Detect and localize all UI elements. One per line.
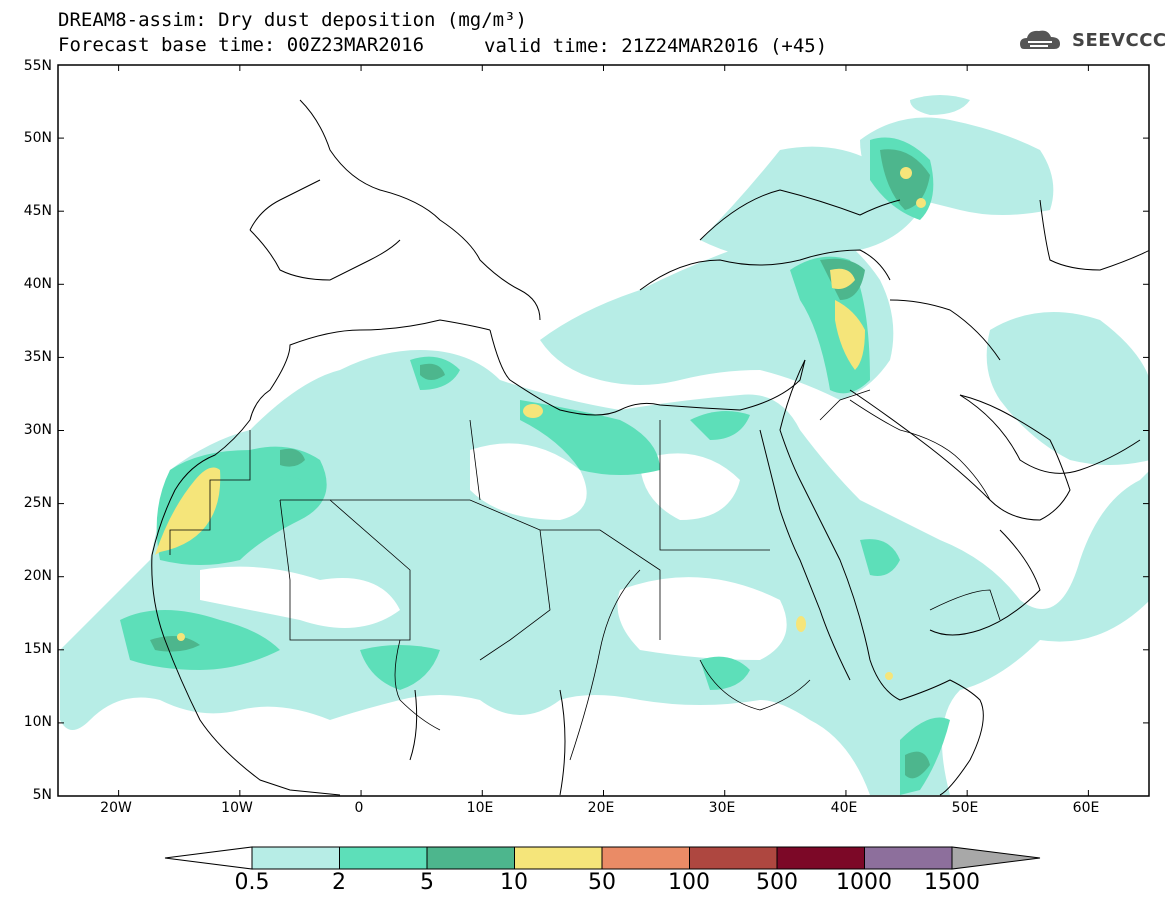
dust-zone-east — [986, 312, 1149, 465]
lon-label-10w: 10W — [221, 800, 253, 816]
lat-label-25n: 25N — [23, 495, 52, 511]
legend-label-5: 5 — [420, 870, 434, 895]
lat-label-15n: 15N — [23, 641, 52, 657]
lat-label-50n: 50N — [23, 130, 52, 146]
legend-label-0-5: 0.5 — [234, 870, 270, 895]
lat-label-30n: 30N — [23, 422, 52, 438]
legend-label-1000: 1000 — [836, 870, 892, 895]
legend-swatch — [689, 846, 778, 870]
legend-label-1500: 1500 — [924, 870, 980, 895]
legend-label-500: 500 — [756, 870, 798, 895]
legend-swatch — [601, 846, 690, 870]
forecast-base-time: Forecast base time: 00Z23MAR2016 — [58, 34, 425, 56]
dust-zone-sahara — [60, 350, 1149, 795]
legend-swatch — [514, 846, 603, 870]
cloud-logo-icon — [1020, 30, 1060, 49]
lon-label-20w: 20W — [100, 800, 132, 816]
map-title: DREAM8-assim: Dry dust deposition (mg/m³… — [58, 9, 527, 31]
lat-label-55n: 55N — [23, 58, 52, 74]
colorbar-legend — [164, 846, 1041, 870]
lon-label-20e: 20E — [587, 800, 615, 816]
legend-swatch — [776, 846, 865, 870]
dust-hotspot-iraq — [835, 300, 865, 370]
lon-label-40e: 40E — [830, 800, 858, 816]
lat-label-40n: 40N — [23, 276, 52, 292]
legend-label-100: 100 — [668, 870, 710, 895]
logo-text: SEEVCCC — [1072, 30, 1165, 51]
dust-zone-black-sea — [700, 146, 920, 260]
lon-label-10e: 10E — [466, 800, 494, 816]
dust-hotspot-turkey — [830, 268, 855, 289]
dust-hotspot-western-sahara — [155, 467, 221, 555]
legend-swatch — [864, 846, 953, 870]
lon-label-50e: 50E — [951, 800, 979, 816]
dust-zone-balkans — [910, 95, 970, 115]
legend-swatch-above — [951, 846, 1041, 870]
valid-time: valid time: 21Z24MAR2016 (+45) — [484, 35, 828, 57]
legend-label-10: 10 — [500, 870, 528, 895]
legend-label-50: 50 — [588, 870, 616, 895]
lat-label-5n: 5N — [32, 787, 52, 803]
legend-label-2: 2 — [332, 870, 346, 895]
lat-label-35n: 35N — [23, 349, 52, 365]
lon-label-0: 0 — [354, 800, 364, 816]
lat-label-20n: 20N — [23, 568, 52, 584]
legend-swatch — [426, 846, 515, 870]
legend-swatch-below — [164, 846, 253, 870]
legend-swatch — [339, 846, 428, 870]
legend-swatch — [251, 846, 340, 870]
lat-label-10n: 10N — [23, 714, 52, 730]
lat-label-45n: 45N — [23, 203, 52, 219]
lon-label-60e: 60E — [1072, 800, 1100, 816]
lon-label-30e: 30E — [708, 800, 736, 816]
